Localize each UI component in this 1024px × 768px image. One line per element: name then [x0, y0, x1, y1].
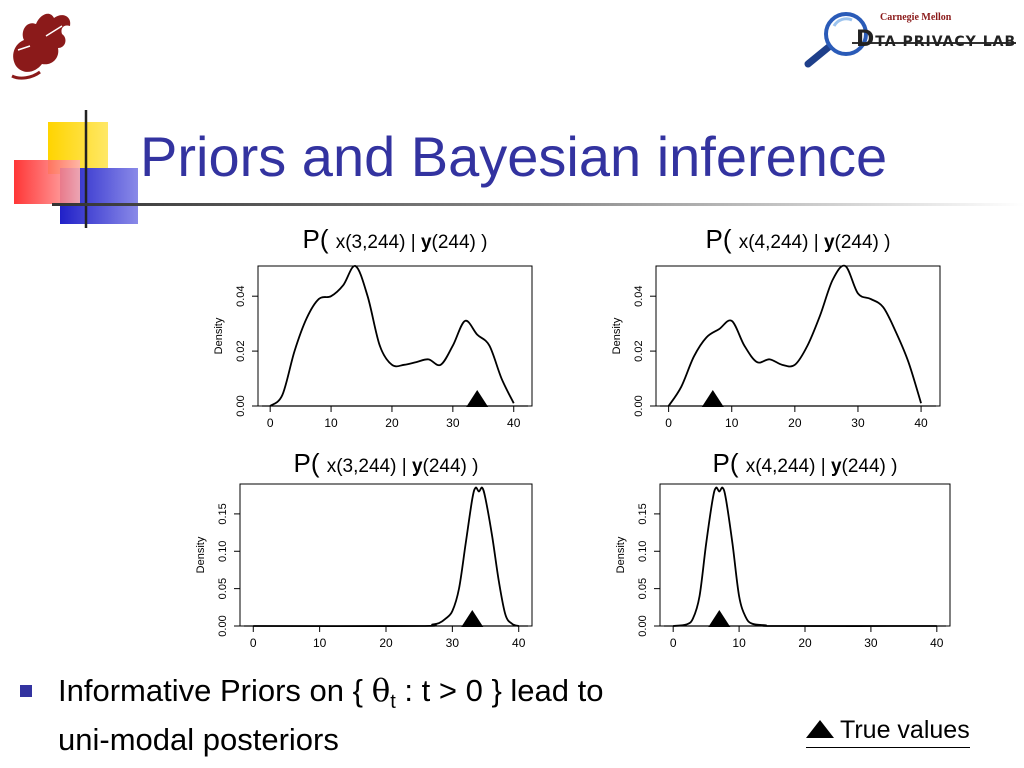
x-tick-label: 10: [725, 416, 739, 430]
y-axis-label: Density: [195, 536, 207, 573]
x-tick-label: 10: [324, 416, 338, 430]
chart-title-part: y: [824, 232, 835, 253]
chart-title-part: (244) ): [835, 232, 891, 253]
x-tick-label: 40: [930, 636, 944, 650]
y-axis-label: Density: [615, 536, 627, 573]
x-tick-label: 20: [798, 636, 812, 650]
x-tick-label: 10: [732, 636, 746, 650]
magnifier-logo-icon: [804, 12, 1016, 68]
bullet-line1-start: Informative Priors on {: [58, 673, 372, 708]
true-value-marker: [701, 390, 724, 407]
density-chart-1: P( x(3,244) | y(244) ) 0 10 20 30 40 0.00 0.02 0…: [213, 224, 533, 430]
x-tick-label: 20: [379, 636, 393, 650]
title-divider: [52, 203, 1024, 206]
x-tick-label: 0: [665, 416, 672, 430]
x-tick-label: 30: [864, 636, 878, 650]
density-curve: [667, 264, 922, 407]
lab-name-rest: TA PRIVACY LAB: [875, 34, 1017, 50]
density-curve: [269, 265, 515, 407]
x-tick-label: 40: [507, 416, 521, 430]
chart-title-part: y: [412, 456, 423, 477]
page-title: Priors and Bayesian inference: [140, 125, 888, 188]
y-tick-label: 0.15: [637, 503, 649, 524]
y-tick-label: 0.00: [633, 395, 645, 416]
x-tick-label: 10: [313, 636, 327, 650]
bullet-line2: uni-modal posteriors: [58, 722, 339, 758]
density-curve: [673, 486, 937, 627]
y-tick-label: 0.04: [235, 285, 247, 306]
bullet-line1-end: : t > 0 } lead to: [395, 673, 604, 708]
x-tick-label: 0: [670, 636, 677, 650]
y-tick-label: 0.05: [217, 578, 229, 599]
chart-title-part: (244) ): [842, 456, 898, 477]
plot-frame: [659, 483, 951, 627]
chart-title-part: (244) ): [423, 456, 479, 477]
y-tick-label: 0.00: [217, 615, 229, 636]
plot-frame: [239, 483, 533, 627]
y-tick-label: 0.00: [235, 395, 247, 416]
y-tick-label: 0.02: [633, 340, 645, 361]
chart-title-part: x(3,244) |: [336, 232, 421, 253]
x-tick-label: 30: [446, 636, 460, 650]
x-tick-label: 20: [788, 416, 802, 430]
chart-title-part: P(: [706, 224, 739, 254]
chart-title-part: P(: [713, 448, 746, 478]
legend-label: True values: [840, 716, 970, 744]
density-curve: [253, 486, 520, 628]
x-tick-label: 40: [914, 416, 928, 430]
bullet-icon: [20, 685, 32, 697]
true-value-marker: [708, 610, 731, 627]
y-tick-label: 0.02: [235, 340, 247, 361]
x-tick-label: 0: [267, 416, 274, 430]
chart-title: P( x(3,244) | y(244) ): [294, 448, 479, 478]
y-tick-label: 0.10: [217, 541, 229, 562]
chart-title-part: (244) ): [432, 232, 488, 253]
chart-title: P( x(3,244) | y(244) ): [303, 224, 488, 254]
org-name: Carnegie Mellon: [880, 12, 952, 23]
x-tick-label: 20: [385, 416, 399, 430]
x-tick-label: 40: [512, 636, 526, 650]
density-chart-4: P( x(4,244) | y(244) ) 0 10 20 30 40 0.00 0.05 0…: [615, 448, 951, 650]
true-value-marker: [466, 390, 489, 407]
x-tick-label: 0: [250, 636, 257, 650]
x-tick-label: 30: [851, 416, 865, 430]
lab-name: DTA PRIVACY LAB: [856, 27, 1016, 52]
y-axis-label: Density: [213, 317, 225, 354]
theta-subscript: t: [390, 691, 396, 714]
chart-title: P( x(4,244) | y(244) ): [706, 224, 891, 254]
chart-title-part: x(4,244) |: [739, 232, 824, 253]
chart-title-part: x(3,244) |: [327, 456, 412, 477]
y-tick-label: 0.04: [633, 285, 645, 306]
chart-title-part: y: [421, 232, 432, 253]
x-tick-label: 30: [446, 416, 460, 430]
theta-symbol: θ: [371, 673, 391, 709]
chart-title-part: y: [831, 456, 842, 477]
chart-title-part: P(: [303, 224, 336, 254]
chart-title-part: P(: [294, 448, 327, 478]
dragon-logo-icon: [11, 13, 71, 80]
true-value-marker: [461, 610, 484, 627]
true-values-legend: True values: [806, 716, 970, 748]
triangle-marker-icon: [806, 720, 834, 738]
y-tick-label: 0.15: [217, 503, 229, 524]
y-tick-label: 0.00: [637, 615, 649, 636]
density-chart-2: P( x(4,244) | y(244) ) 0 10 20 30 40 0.00 0.02 0…: [611, 224, 941, 430]
decorative-squares: [14, 110, 138, 228]
y-axis-label: Density: [611, 317, 623, 354]
chart-title-part: x(4,244) |: [746, 456, 831, 477]
y-tick-label: 0.05: [637, 578, 649, 599]
y-tick-label: 0.10: [637, 541, 649, 562]
density-chart-3: P( x(3,244) | y(244) ) 0 10 20 30 40 0.00 0.05 0…: [195, 448, 533, 650]
bullet-text: Informative Priors on { θt : t > 0 } lea…: [58, 672, 778, 759]
lab-initial: D: [856, 27, 876, 52]
chart-title: P( x(4,244) | y(244) ): [713, 448, 898, 478]
